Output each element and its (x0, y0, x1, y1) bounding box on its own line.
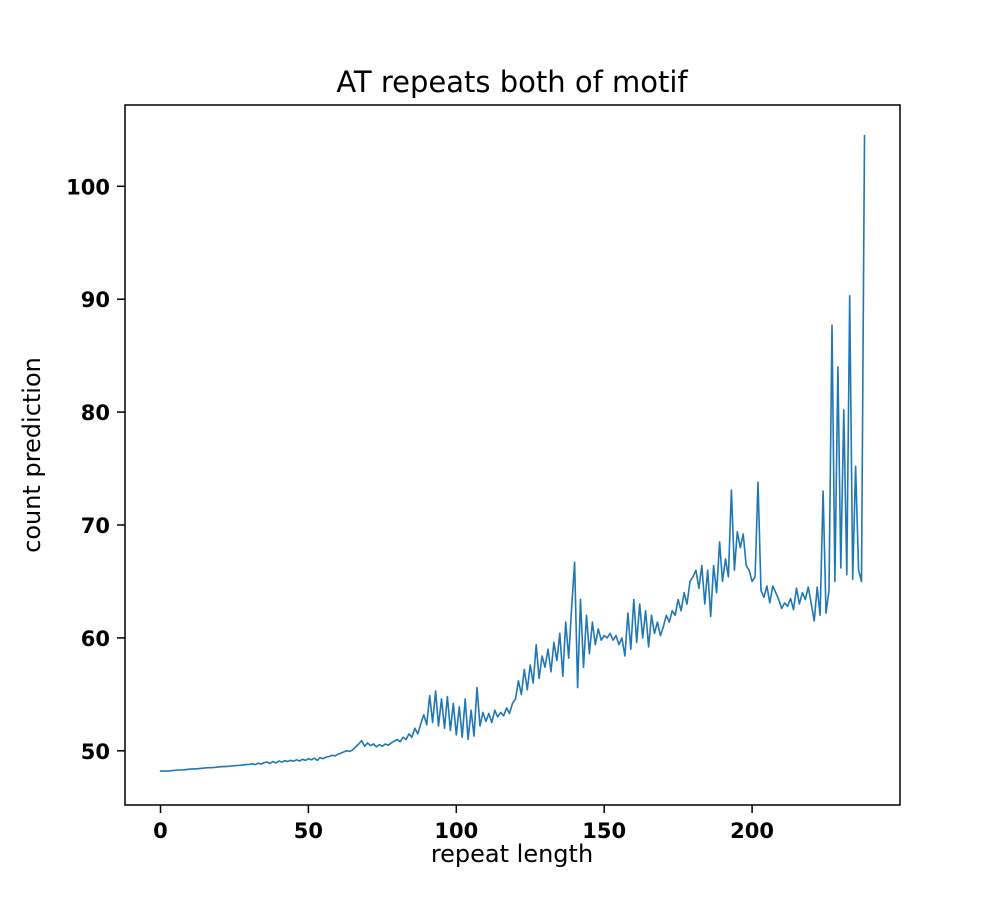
y-tick-label: 70 (81, 514, 110, 538)
x-tick-label: 50 (294, 819, 323, 843)
y-tick-label: 90 (81, 288, 110, 312)
y-tick-label: 50 (81, 740, 110, 764)
y-axis-label: count prediction (18, 357, 46, 553)
plot-border (124, 104, 901, 806)
plot-area (125, 105, 900, 805)
line-series (159, 134, 866, 772)
y-axis-ticks: 50 60 70 80 90 100 (66, 175, 125, 764)
y-tick-label: 60 (81, 627, 110, 651)
y-tick-label: 80 (81, 401, 110, 425)
x-tick-label: 200 (730, 819, 774, 843)
data-series (159, 134, 866, 772)
chart-title: AT repeats both of motif (336, 65, 688, 99)
x-axis-ticks: 0 50 100 150 200 (153, 805, 774, 843)
x-tick-label: 150 (582, 819, 626, 843)
x-axis-label: repeat length (431, 840, 593, 868)
x-tick-label: 100 (434, 819, 478, 843)
y-tick-label: 100 (66, 175, 110, 199)
x-tick-label: 0 (153, 819, 168, 843)
